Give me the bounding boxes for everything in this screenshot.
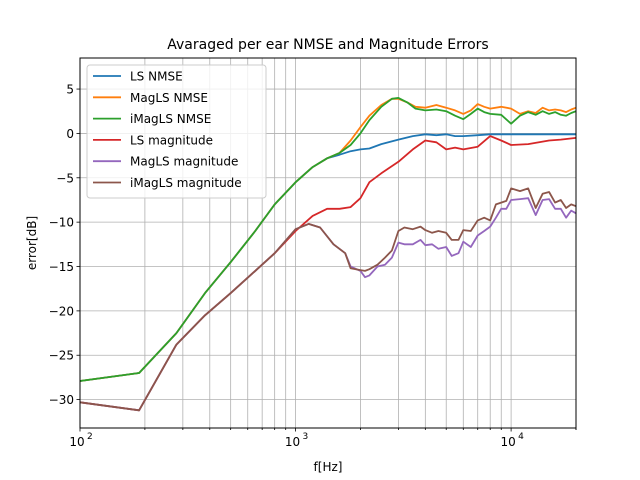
x-tick-exponent: 4 (518, 432, 524, 442)
y-tick-label: 0 (66, 127, 74, 141)
legend: LS NMSE MagLS NMSE iMagLS NMSE LS magnitude… (86, 64, 267, 199)
y-axis-label: error[dB] (25, 216, 39, 270)
series-line-6 (79, 187, 577, 412)
x-tick-label: 10 (500, 435, 515, 449)
series-line-3 (79, 97, 577, 382)
legend-box (86, 64, 267, 199)
y-tick-label: 5 (66, 83, 74, 97)
x-tick-exponent: 2 (87, 432, 93, 442)
y-tick-label: −30 (49, 393, 74, 407)
chart-title: Avaraged per ear NMSE and Magnitude Erro… (167, 37, 488, 53)
legend-label: MagLS NMSE (130, 91, 208, 105)
legend-label: LS magnitude (130, 133, 213, 147)
y-tick-label: −5 (56, 171, 74, 185)
y-tick-label: −20 (49, 304, 74, 318)
plot-frame (79, 57, 577, 429)
x-axis-label: f[Hz] (314, 460, 343, 474)
legend-label: MagLS magnitude (130, 155, 238, 169)
x-tick-label: 10 (69, 435, 84, 449)
legend-label: iMagLS magnitude (130, 176, 242, 190)
x-tick-label: 10 (285, 435, 300, 449)
y-tick-label: −10 (49, 216, 74, 230)
legend-label: iMagLS NMSE (130, 112, 211, 126)
legend-label: LS NMSE (130, 70, 183, 84)
x-tick-exponent: 3 (303, 432, 309, 442)
series-lines (79, 97, 577, 412)
y-tick-label: −15 (49, 260, 74, 274)
y-tick-label: −25 (49, 349, 74, 363)
